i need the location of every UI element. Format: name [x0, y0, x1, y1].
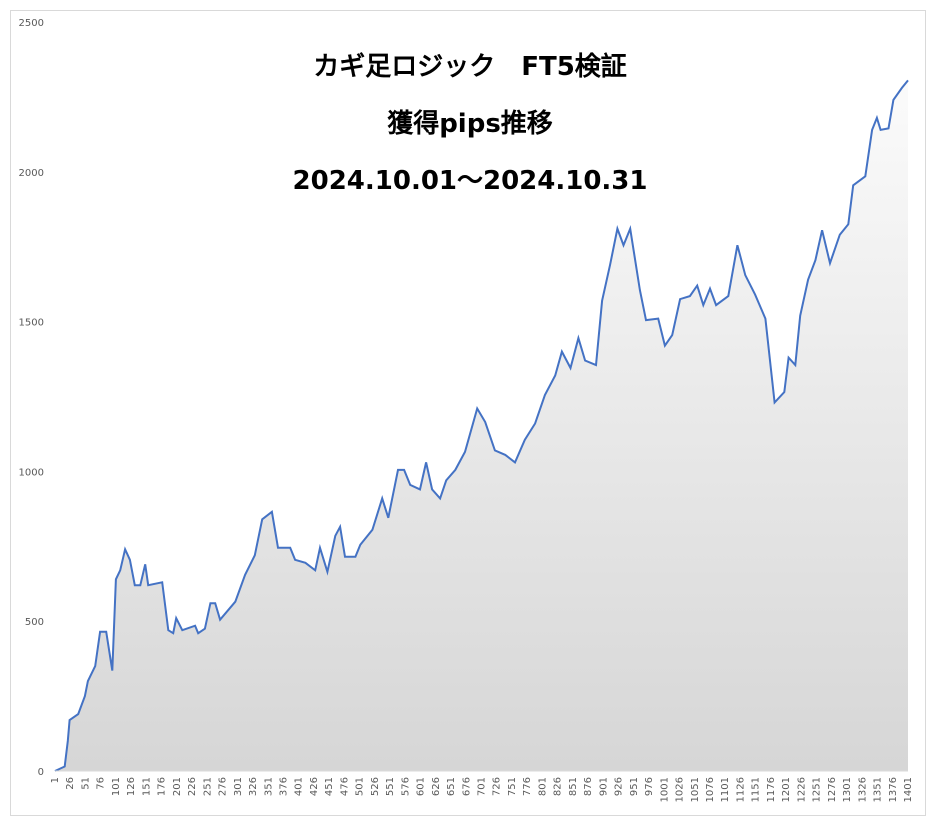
x-tick-label: 351 [263, 777, 274, 796]
area-fill [55, 80, 908, 771]
x-tick-label: 826 [553, 777, 564, 796]
y-tick-label: 0 [38, 767, 44, 778]
x-tick-label: 1251 [812, 777, 823, 802]
x-tick-label: 226 [187, 777, 198, 796]
y-tick-label: 1000 [19, 467, 44, 478]
x-tick-label: 476 [339, 777, 350, 796]
x-tick-label: 1301 [842, 777, 853, 802]
x-tick-label: 651 [446, 777, 457, 796]
x-tick-label: 151 [141, 777, 152, 796]
x-tick-label: 276 [218, 777, 229, 796]
x-tick-label: 701 [477, 777, 488, 796]
x-tick-label: 326 [248, 777, 259, 796]
x-tick-label: 1076 [705, 777, 716, 802]
x-tick-label: 426 [309, 777, 320, 796]
y-tick-label: 2000 [19, 168, 44, 179]
x-tick-label: 801 [537, 777, 548, 796]
x-tick-label: 601 [416, 777, 427, 796]
x-tick-label: 201 [172, 777, 183, 796]
x-tick-label: 1201 [781, 777, 792, 802]
x-tick-label: 1226 [796, 777, 807, 802]
x-tick-label: 676 [461, 777, 472, 796]
x-tick-label: 551 [385, 777, 396, 796]
x-tick-label: 926 [614, 777, 625, 796]
x-tick-label: 1326 [857, 777, 868, 802]
x-tick-label: 626 [431, 777, 442, 796]
x-tick-label: 1026 [675, 777, 686, 802]
x-tick-label: 576 [400, 777, 411, 796]
x-tick-label: 526 [370, 777, 381, 796]
x-tick-label: 1276 [827, 777, 838, 802]
x-tick-label: 1001 [659, 777, 670, 802]
chart-title: 2024.10.01～2024.10.31 [293, 166, 648, 196]
line [54, 79, 909, 772]
x-tick-label: 76 [96, 777, 107, 790]
y-tick-label: 2500 [19, 18, 44, 29]
x-tick-label: 501 [355, 777, 366, 796]
x-tick-label: 376 [278, 777, 289, 796]
chart-title: カギ足ロジック FT5検証 [313, 51, 627, 82]
x-tick-label: 1176 [766, 777, 777, 802]
x-tick-label: 101 [111, 777, 122, 796]
x-tick-label: 1351 [873, 777, 884, 802]
x-tick-label: 1051 [690, 777, 701, 802]
x-tick-label: 126 [126, 777, 137, 796]
x-tick-label: 876 [583, 777, 594, 796]
x-tick-label: 751 [507, 777, 518, 796]
x-tick-label: 726 [492, 777, 503, 796]
x-tick-label: 1151 [751, 777, 762, 802]
y-tick-label: 500 [25, 617, 44, 628]
x-tick-label: 951 [629, 777, 640, 796]
x-tick-label: 1376 [888, 777, 899, 802]
x-tick-label: 1101 [720, 777, 731, 802]
x-tick-label: 251 [202, 777, 213, 796]
x-tick-label: 776 [522, 777, 533, 796]
x-tick-label: 26 [65, 777, 76, 790]
x-tick-label: 1401 [903, 777, 914, 802]
x-tick-label: 851 [568, 777, 579, 796]
x-tick-label: 51 [80, 777, 91, 790]
x-tick-label: 176 [157, 777, 168, 796]
x-tick-label: 1126 [735, 777, 746, 802]
x-tick-label: 451 [324, 777, 335, 796]
x-tick-label: 901 [598, 777, 609, 796]
x-tick-label: 976 [644, 777, 655, 796]
y-tick-label: 1500 [19, 318, 44, 329]
x-tick-label: 401 [294, 777, 305, 796]
chart-title: 獲得pips推移 [387, 109, 553, 139]
x-tick-label: 301 [233, 777, 244, 796]
x-tick-label: 1 [50, 777, 61, 783]
